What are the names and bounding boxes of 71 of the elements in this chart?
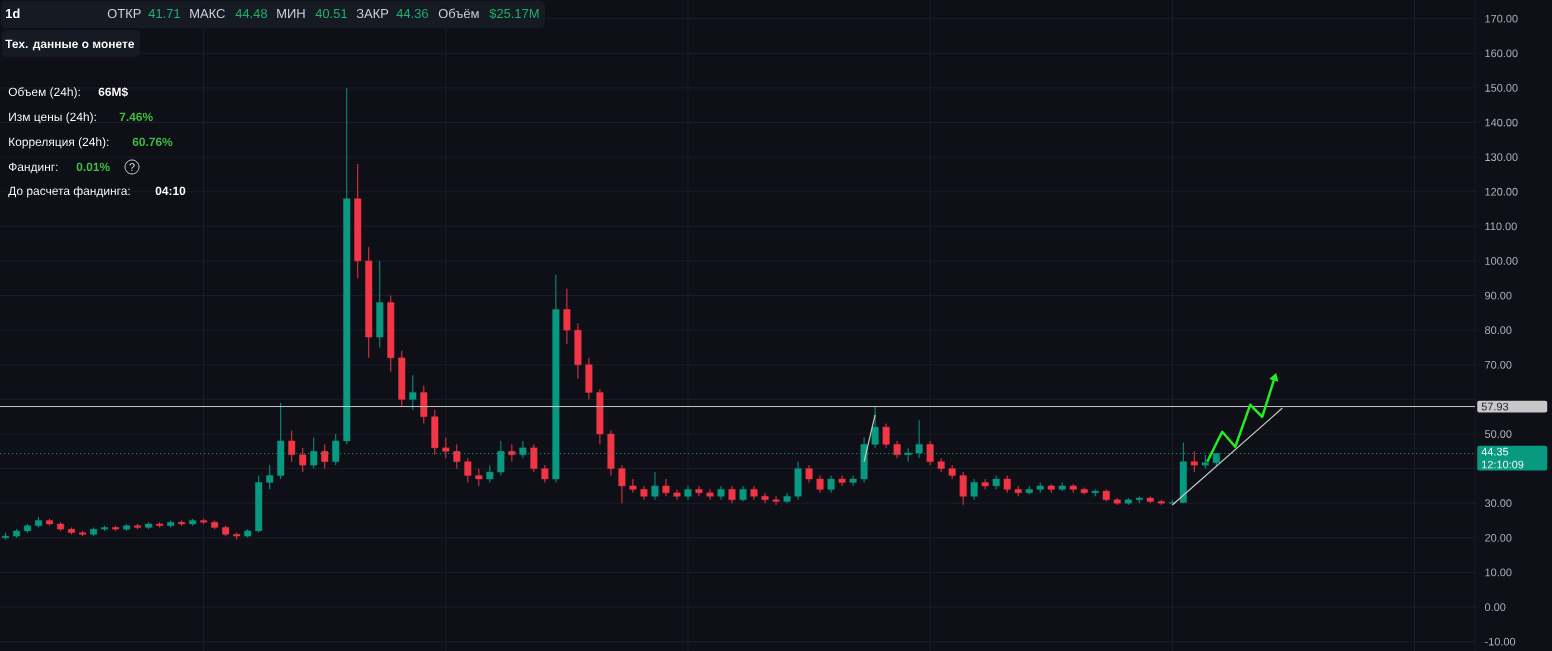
- annotation: 44.48: [235, 8, 268, 19]
- annotation: ОТКР: [107, 8, 141, 19]
- annotation: ЗАКР: [356, 8, 389, 19]
- annotation: МАКС: [190, 8, 225, 19]
- annotation: Корреляция (24h):: [9, 137, 109, 149]
- y-tick-label: -10.00: [1485, 637, 1516, 646]
- y-tick-label: 70.00: [1485, 360, 1512, 369]
- y-tick-label: 170.00: [1485, 14, 1518, 23]
- candlestick: [695, 485, 703, 497]
- y-tick-label: 30.00: [1484, 499, 1512, 508]
- annotation: 44.36: [396, 8, 429, 19]
- candlestick: [266, 464, 274, 490]
- candlestick: [618, 464, 626, 504]
- candlestick: [1190, 450, 1198, 473]
- candlestick: [288, 430, 296, 463]
- annotation: Объем (24h):: [8, 87, 80, 99]
- candlestick: [321, 443, 329, 470]
- candlestick: [563, 288, 571, 345]
- y-tick-label: 120.00: [1485, 187, 1518, 196]
- candlestick: [849, 475, 857, 487]
- annotation: 0.01%: [76, 162, 110, 172]
- y-tick-label: 10.00: [1485, 568, 1512, 577]
- annotation: Изм цены (24h):: [9, 112, 96, 124]
- annotation: Тех. данные о монете: [5, 39, 135, 51]
- candlestick: [651, 471, 659, 501]
- y-tick-label: 80.00: [1485, 326, 1512, 335]
- y-tick-label: 50.00: [1484, 430, 1512, 438]
- annotation: 7.46%: [119, 112, 153, 122]
- candlestick: [299, 447, 307, 473]
- annotation: До расчета фандинга:: [8, 186, 130, 198]
- annotation: МИН: [277, 9, 305, 18]
- candlestick: [871, 405, 879, 449]
- y-tick-label: 90.00: [1485, 291, 1512, 300]
- y-tick-label: 20.00: [1485, 533, 1512, 542]
- candlestick: [882, 423, 890, 449]
- y-tick-label: 150.00: [1485, 84, 1518, 92]
- candlestick: [706, 488, 714, 501]
- candlestick: [673, 488, 681, 501]
- y-tick-label: 110.00: [1485, 222, 1517, 231]
- candlestick: [959, 471, 967, 506]
- annotation: $25.17M: [489, 8, 539, 19]
- ref-line-label: 57.93: [1481, 402, 1509, 411]
- candlestick: [970, 478, 978, 501]
- annotation: Объём: [438, 8, 479, 19]
- text: 12:10:09: [1482, 460, 1524, 469]
- annotation: 60.76%: [132, 137, 173, 147]
- text: 1d: [6, 8, 20, 19]
- y-tick-label: 0.00: [1484, 603, 1506, 611]
- y-tick-label: 130.00: [1485, 153, 1518, 161]
- y-tick-label: 160.00: [1485, 49, 1518, 58]
- candlestick: [442, 436, 450, 459]
- candlestick: [453, 443, 461, 470]
- annotation: 40.51: [315, 8, 347, 19]
- annotation: ?: [129, 163, 135, 171]
- candlestick: [772, 495, 780, 506]
- y-tick-label: 140.00: [1485, 118, 1518, 127]
- candlestick: [508, 443, 516, 463]
- candlestick: [662, 478, 670, 497]
- annotation: 41.71: [148, 9, 180, 18]
- candlestick: [464, 457, 472, 483]
- ref-line-label: 44.35: [1481, 447, 1509, 456]
- candlestick: [926, 440, 934, 466]
- candlestick: [629, 478, 637, 494]
- annotation: 66M$: [98, 87, 128, 97]
- annotation: Фандинг:: [8, 162, 58, 174]
- candlestick: [409, 374, 417, 411]
- candlestick: [838, 475, 846, 487]
- annotation: 04:10: [155, 186, 186, 196]
- y-tick-label: 100.00: [1485, 257, 1518, 265]
- candlestick: [530, 443, 538, 473]
- candlestick: [761, 492, 769, 504]
